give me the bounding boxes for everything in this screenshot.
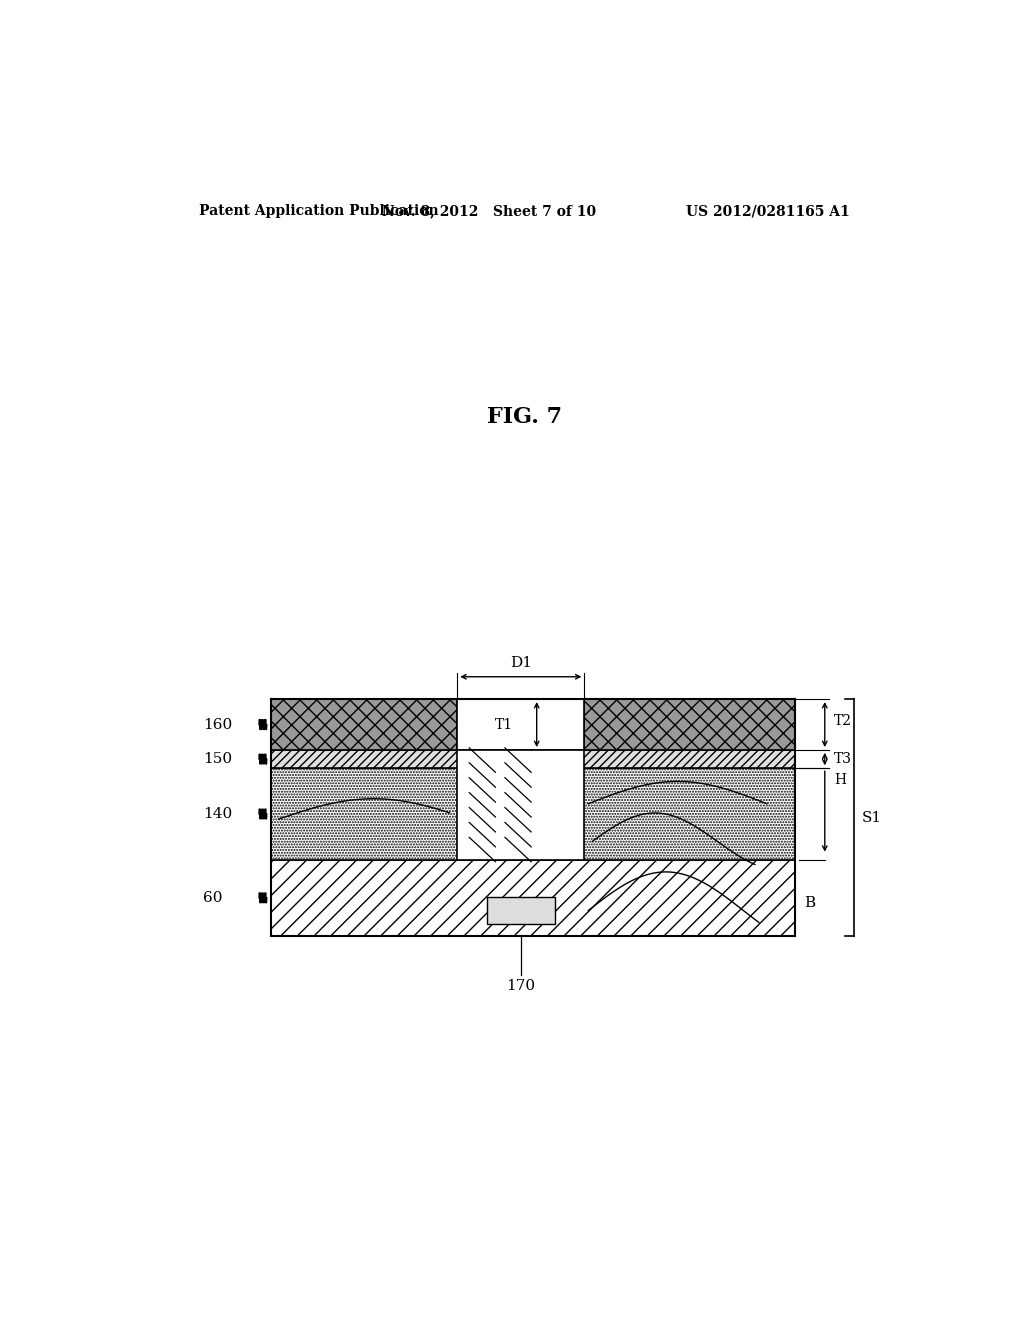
Text: FIG. 7: FIG. 7 [487,405,562,428]
Text: 160: 160 [204,718,232,731]
Text: T1: T1 [495,718,513,731]
Text: B: B [804,896,815,909]
Bar [270,700,458,750]
Text: US 2012/0281165 A1: US 2012/0281165 A1 [686,205,850,218]
Text: 150: 150 [204,752,232,766]
Text: T3: T3 [835,752,852,766]
Text: 170: 170 [506,978,536,993]
Text: 140: 140 [204,807,232,821]
Text: D1: D1 [510,656,531,669]
Text: H: H [835,774,846,787]
Bar [585,700,795,750]
Bar [270,750,795,768]
Bar [458,750,585,859]
Text: Patent Application Publication: Patent Application Publication [200,205,439,218]
Bar [270,768,795,859]
Text: T2: T2 [835,714,852,729]
Bar [458,700,585,750]
Text: S1: S1 [862,810,883,825]
Bar [486,898,555,924]
Text: 60: 60 [204,891,223,904]
Text: Nov. 8, 2012   Sheet 7 of 10: Nov. 8, 2012 Sheet 7 of 10 [382,205,596,218]
Bar [270,859,795,936]
